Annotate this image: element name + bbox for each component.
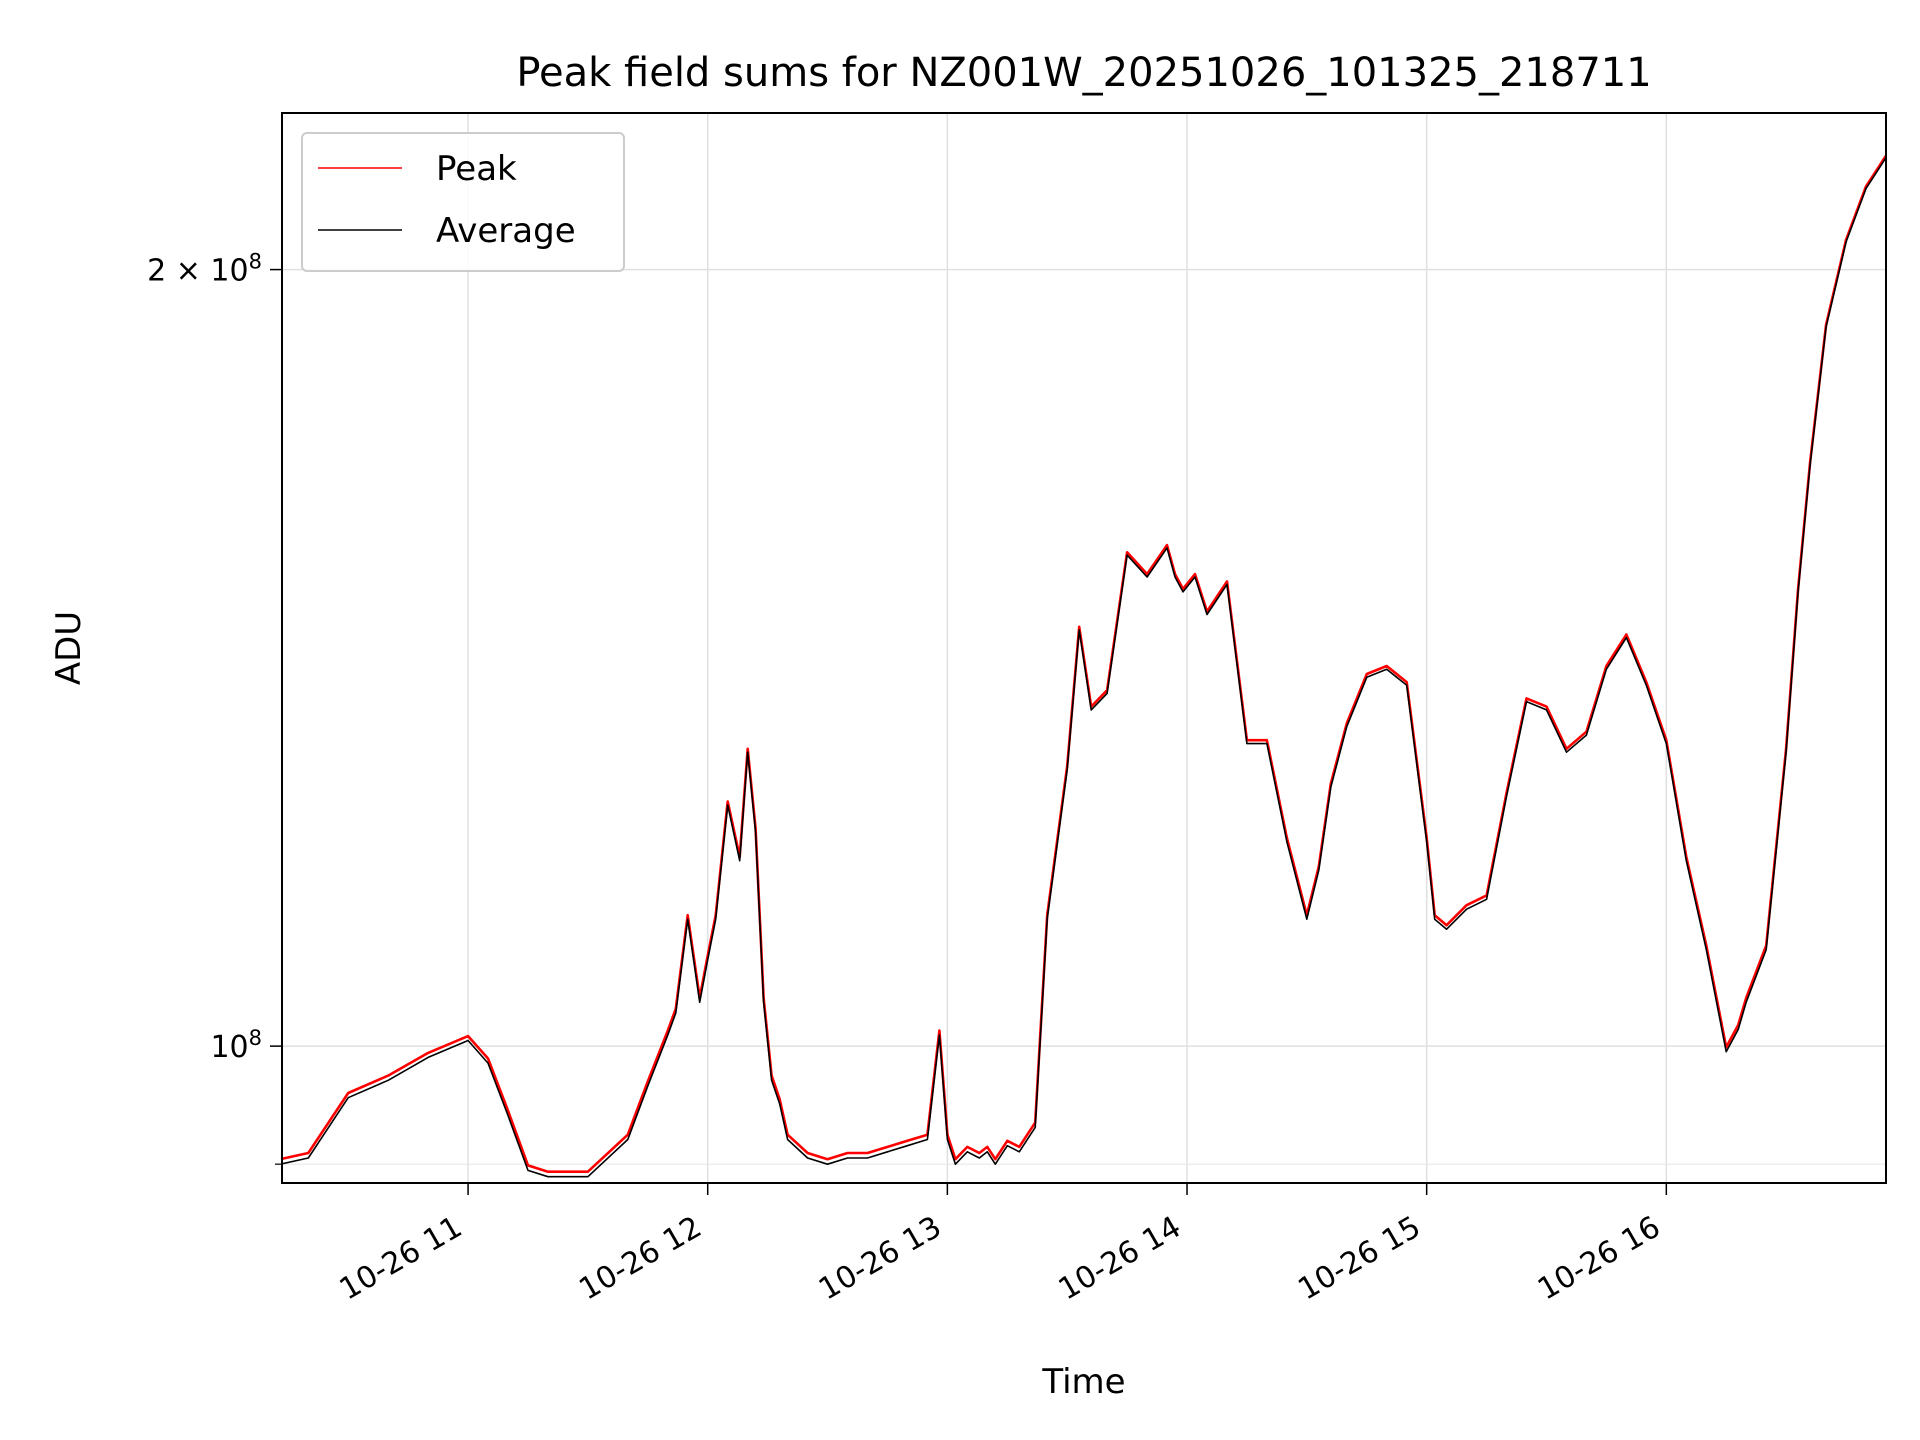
y-axis-label: ADU: [49, 611, 89, 685]
x-axis-label: Time: [1041, 1362, 1125, 1402]
legend-label-average: Average: [436, 211, 576, 251]
y-axis: 108 2 × 108: [147, 250, 282, 1165]
series-line-average: [282, 157, 1886, 1178]
plot-frame: [281, 112, 1887, 1184]
series-lines: [282, 154, 1886, 1178]
legend: Peak Average: [301, 132, 625, 272]
y-tick-label: 108: [210, 1026, 262, 1065]
y-tick-label: 2 × 108: [147, 250, 262, 289]
chart-title: Peak field sums for NZ001W_20251026_1013…: [516, 50, 1651, 96]
legend-label-peak: Peak: [436, 149, 517, 189]
